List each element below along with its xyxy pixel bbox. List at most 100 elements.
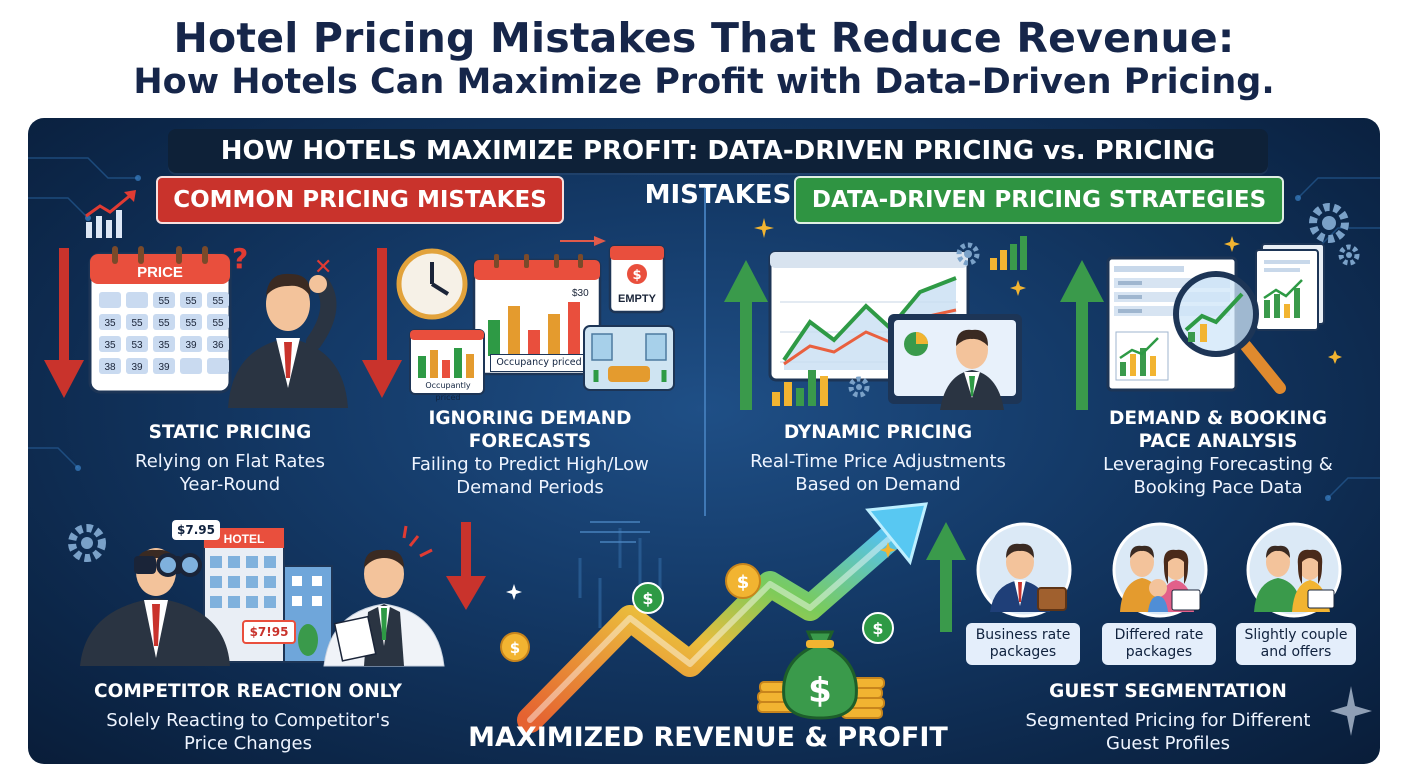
coin-symbol: $ (510, 639, 520, 657)
segment-caption-family: Differed rate packages (1102, 623, 1216, 665)
price-tag-a: $7.95 (172, 520, 220, 540)
bar-chart-icon (990, 236, 1027, 270)
calendar-cell (126, 336, 148, 352)
trend-arrow-icon (560, 236, 606, 246)
center-divider (704, 188, 706, 516)
coin-symbol: $ (737, 572, 750, 593)
calendar-cell (126, 314, 148, 330)
gear-icon (68, 524, 106, 562)
segment-caption-business: Business rate packages (966, 623, 1080, 665)
calendar-cell (99, 358, 121, 374)
calendar-cell (207, 336, 229, 352)
empty-room-card: $ EMPTY (608, 244, 666, 314)
segment-caption-business-2: packages (989, 644, 1057, 660)
calendar-cell-value: 55 (185, 318, 197, 329)
growth-chart-icon (85, 190, 136, 238)
sparkle-icon (880, 542, 896, 558)
calendar-cell-value: 35 (104, 340, 116, 351)
static-pricing-heading: STATIC PRICING (148, 422, 312, 443)
sparkle-icon (754, 218, 774, 238)
calendar-cell (153, 292, 175, 308)
mistakes-header: COMMON PRICING MISTAKES (156, 176, 564, 224)
calendar-cell (180, 336, 202, 352)
calendar-cell (180, 358, 202, 374)
demand-desc-2: Booking Pace Data (1133, 477, 1303, 498)
svg-text:?: ? (232, 242, 248, 275)
dollar-sign-text: $ (632, 268, 641, 283)
calendar-title: PRICE (137, 264, 183, 281)
chart-caption-a: Occupancy priced (490, 354, 588, 372)
calendar-cell-value: 38 (104, 362, 116, 373)
competitor-heading: COMPETITOR REACTION ONLY (94, 681, 402, 702)
segment-caption-business-1: Business rate (975, 627, 1071, 643)
forecasts-heading-1: IGNORING DEMAND (428, 408, 632, 429)
calendar-cell (99, 314, 121, 330)
static-price-calendar: PRICE 55 55 55 35 55 55 55 55 35 53 35 39 36 38 39 39 (88, 246, 232, 394)
down-arrow-red-icon (44, 248, 84, 398)
calendar-cell-value: 55 (212, 318, 224, 329)
gear-icon (1309, 203, 1349, 243)
calendar-cell-value: 55 (131, 318, 143, 329)
segmentation-desc-1: Segmented Pricing for Different (1025, 710, 1311, 731)
money-bag-icon: $ (757, 630, 885, 720)
up-arrow-green-icon (926, 522, 966, 632)
calendar-cell-value: 53 (131, 340, 143, 351)
dollar-coin-icon: $ (632, 582, 664, 614)
page-title: Hotel Pricing Mistakes That Reduce Reven… (173, 14, 1235, 62)
calendar-cell (153, 336, 175, 352)
small-chart-card (409, 329, 485, 395)
sparkle-icon (1328, 350, 1342, 364)
forecasts-desc-2: Demand Periods (456, 477, 604, 498)
bar-chart-icon-2 (772, 370, 828, 406)
static-pricing-desc-2: Year-Round (179, 474, 281, 495)
calendar-cell (99, 336, 121, 352)
demand-desc-1: Leveraging Forecasting & (1103, 454, 1333, 475)
comparison-banner: HOW HOTELS MAXIMIZE PROFIT: DATA-DRIVEN … (168, 129, 1268, 210)
coin-symbol: $ (872, 619, 883, 638)
ignoring-forecasts-label: IGNORING DEMAND FORECASTS Failing to Pre… (380, 407, 680, 499)
calendar-cell (180, 292, 202, 308)
static-pricing-desc-1: Relying on Flat Rates (135, 451, 325, 472)
forecasts-heading-2: FORECASTS (468, 431, 592, 452)
competitor-desc-2: Price Changes (184, 733, 312, 754)
worried-manager-figure (323, 525, 445, 667)
empty-lobby-card (583, 325, 675, 391)
up-arrow-green-icon (1060, 260, 1104, 410)
strategies-header: DATA-DRIVEN PRICING STRATEGIES (794, 176, 1284, 224)
sparkle-icon (1224, 236, 1240, 252)
calendar-cell-value: 55 (158, 296, 170, 307)
revenue-growth-arrow (517, 502, 929, 733)
center-caption: MAXIMIZED REVENUE & PROFIT (468, 722, 948, 753)
sparkle-icon (1330, 686, 1372, 736)
forecasts-desc-1: Failing to Predict High/Low (411, 454, 649, 475)
demand-heading-2: PACE ANALYSIS (1138, 431, 1298, 452)
guest-segmentation-label: GUEST SEGMENTATION Segmented Pricing for… (998, 680, 1338, 755)
calendar-cell-value: 39 (185, 340, 197, 351)
dynamic-desc-2: Based on Demand (795, 474, 961, 495)
chart-caption-b: Occupantly priced (425, 381, 471, 402)
calendar-cell (207, 314, 229, 330)
gear-icon (956, 242, 980, 266)
analyst-at-laptop-figure (888, 314, 1022, 410)
segment-caption-couple-2: and offers (1260, 644, 1332, 660)
sparkle-icon (506, 584, 522, 600)
gear-icon (848, 376, 870, 398)
business-traveler-avatar (976, 522, 1072, 618)
calendar-cell (153, 358, 175, 374)
calendar-cell-value: 55 (212, 296, 224, 307)
down-arrow-red-icon (362, 248, 402, 398)
dynamic-pricing-label: DYNAMIC PRICING Real-Time Price Adjustme… (730, 421, 1026, 496)
calendar-cell (153, 314, 175, 330)
gear-icon (1338, 244, 1360, 266)
competitor-label: COMPETITOR REACTION ONLY Solely Reacting… (68, 680, 428, 755)
segmentation-desc-2: Guest Profiles (1106, 733, 1230, 754)
calendar-cell (207, 358, 229, 374)
family-guests-avatar (1112, 522, 1208, 618)
calendar-cell-value: 35 (104, 318, 116, 329)
dynamic-desc-1: Real-Time Price Adjustments (750, 451, 1006, 472)
calendar-cell-value: 39 (131, 362, 143, 373)
magnifying-glass-icon (1173, 271, 1286, 394)
report-pages (1255, 243, 1325, 331)
price-tag-b: $7!95 (242, 620, 296, 644)
couple-guests-avatar (1246, 522, 1342, 618)
